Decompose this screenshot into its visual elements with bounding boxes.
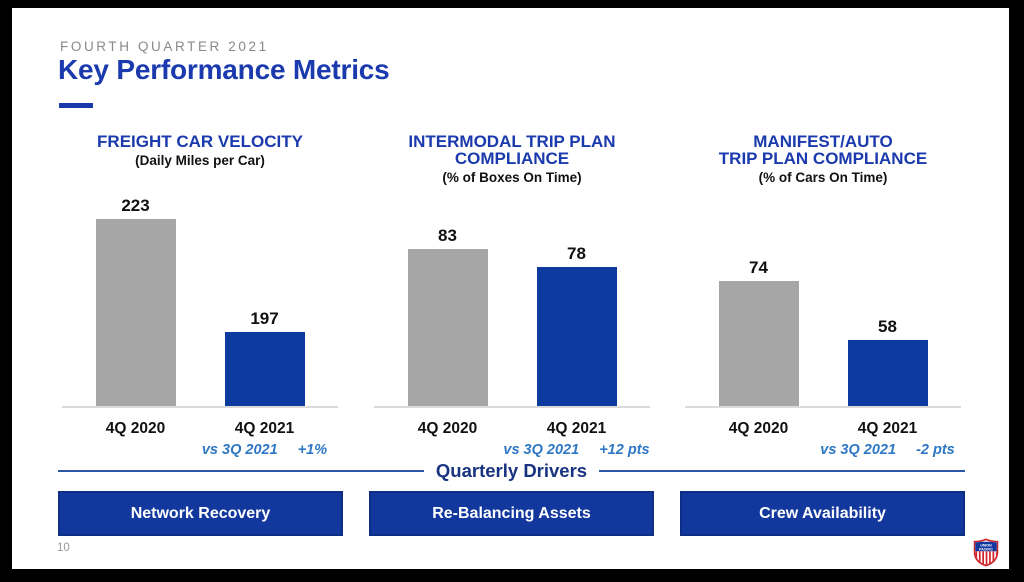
chart-subtitle: (Daily Miles per Car) [135,153,265,168]
slide: FOURTH QUARTER 2021 Key Performance Metr… [12,8,1009,569]
eyebrow-quarter-label: FOURTH QUARTER 2021 [60,39,269,54]
bar-group-4q2021: 58 [847,317,928,406]
x-axis-labels: 4Q 2020 4Q 2021 [362,420,662,438]
chart-title: MANIFEST/AUTO TRIP PLAN COMPLIANCE [718,132,928,168]
logo-text-pacific: PACIFIC [979,547,993,551]
bar-value-label: 197 [250,309,279,328]
chart-manifest-auto-trip-plan-compliance: MANIFEST/AUTO TRIP PLAN COMPLIANCE (% of… [673,126,973,466]
quarterly-drivers-divider: Quarterly Drivers [58,459,966,483]
bar-group-4q2021: 78 [536,244,617,406]
union-pacific-logo-icon: UNION PACIFIC [973,538,999,567]
x-axis-labels: 4Q 2020 4Q 2021 [673,420,973,438]
bar-4q2021 [224,332,305,406]
driver-box-rebalancing-assets: Re-Balancing Assets [369,491,654,536]
delta-note: vs 3Q 2021 +12 pts [362,442,662,458]
logo-text-union: UNION [980,543,992,547]
x-axis-label: 4Q 2020 [728,420,789,437]
quarterly-drivers-heading: Quarterly Drivers [435,460,588,481]
chart-title: FREIGHT CAR VELOCITY [97,132,303,151]
delta-label: vs 3Q 2021 [820,442,897,458]
logo-blue-band [975,541,997,552]
title-underline-decoration [59,103,93,108]
delta-value: +1% [297,442,328,458]
chart-subtitle: (% of Boxes On Time) [442,170,582,185]
plot-area: 74 58 [685,192,961,408]
delta-value: +12 pts [599,442,650,458]
chart-intermodal-trip-plan-compliance: INTERMODAL TRIP PLAN COMPLIANCE (% of Bo… [362,126,662,466]
delta-note: vs 3Q 2021 +1% [50,442,350,458]
bar-group-4q2020: 223 [95,196,176,406]
page-number: 10 [57,542,70,554]
bar-4q2021 [847,340,928,406]
chart-title: INTERMODAL TRIP PLAN COMPLIANCE [408,132,616,168]
chart-subtitle: (% of Cars On Time) [758,170,888,185]
bar-4q2021 [536,267,617,406]
bar-value-label: 83 [438,226,457,245]
delta-label: vs 3Q 2021 [503,442,580,458]
bar-value-label: 223 [121,196,150,215]
x-axis-label: 4Q 2021 [857,420,918,437]
plot-area: 83 78 [374,192,650,408]
driver-boxes: Network Recovery Re-Balancing Assets Cre… [58,491,965,536]
bar-group-4q2020: 74 [718,258,799,406]
bar-value-label: 74 [749,258,768,277]
bar-4q2020 [718,281,799,406]
x-axis-label: 4Q 2020 [417,420,478,437]
x-axis-label: 4Q 2020 [105,420,166,437]
delta-note: vs 3Q 2021 -2 pts [673,442,973,458]
chart-freight-car-velocity: FREIGHT CAR VELOCITY (Daily Miles per Ca… [50,126,350,466]
driver-box-network-recovery: Network Recovery [58,491,343,536]
x-axis-label: 4Q 2021 [234,420,295,437]
bar-group-4q2021: 197 [224,309,305,406]
bar-4q2020 [95,219,176,406]
bar-value-label: 58 [878,317,897,336]
bar-4q2020 [407,249,488,406]
driver-box-crew-availability: Crew Availability [680,491,965,536]
delta-value: -2 pts [916,442,955,458]
divider-line-left [58,470,424,472]
x-axis-label: 4Q 2021 [546,420,607,437]
plot-area: 223 197 [62,192,338,408]
delta-label: vs 3Q 2021 [201,442,278,458]
bar-value-label: 78 [567,244,586,263]
divider-line-right [599,470,966,472]
page-title: Key Performance Metrics [58,54,390,85]
bar-group-4q2020: 83 [407,226,488,406]
x-axis-labels: 4Q 2020 4Q 2021 [50,420,350,438]
